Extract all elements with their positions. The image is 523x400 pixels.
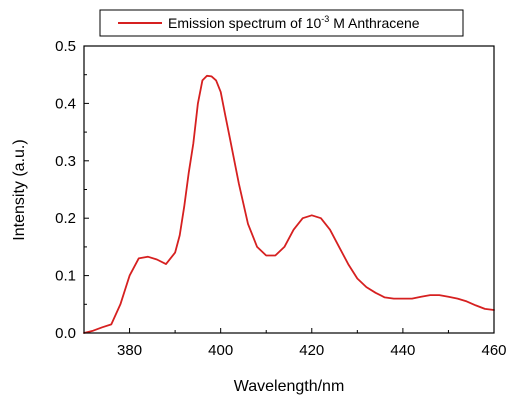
x-axis-title: Wavelength/nm bbox=[234, 378, 345, 395]
legend-label-superscript: -3 bbox=[321, 14, 329, 24]
x-tick-label: 400 bbox=[208, 342, 233, 359]
series-layer bbox=[83, 74, 495, 334]
legend-label-prefix: Emission spectrum of 10 bbox=[168, 15, 321, 31]
x-tick-label: 380 bbox=[117, 342, 142, 359]
y-tick-label: 0.3 bbox=[55, 153, 76, 170]
x-tick-label: 440 bbox=[390, 342, 415, 359]
y-tick-label: 0.5 bbox=[55, 38, 76, 55]
y-tick-label: 0.2 bbox=[55, 210, 76, 227]
legend: Emission spectrum of 10-3 M Anthracene bbox=[99, 9, 464, 37]
y-tick-label: 0.4 bbox=[55, 95, 76, 112]
x-tick-label: 460 bbox=[481, 342, 506, 359]
y-tick-label: 0.1 bbox=[55, 268, 76, 285]
y-axis-title: Intensity (a.u.) bbox=[11, 139, 28, 240]
legend-label: Emission spectrum of 10-3 M Anthracene bbox=[168, 14, 420, 31]
legend-label-suffix: M Anthracene bbox=[329, 15, 419, 31]
tick-layer: 380 400 420 440 460 0.0 0.1 0.2 0.3 0.4 0.5 bbox=[55, 38, 506, 359]
x-tick-label: 420 bbox=[299, 342, 324, 359]
y-tick-label: 0.0 bbox=[55, 325, 76, 342]
series-line bbox=[83, 74, 495, 334]
plot-frame bbox=[83, 45, 495, 334]
